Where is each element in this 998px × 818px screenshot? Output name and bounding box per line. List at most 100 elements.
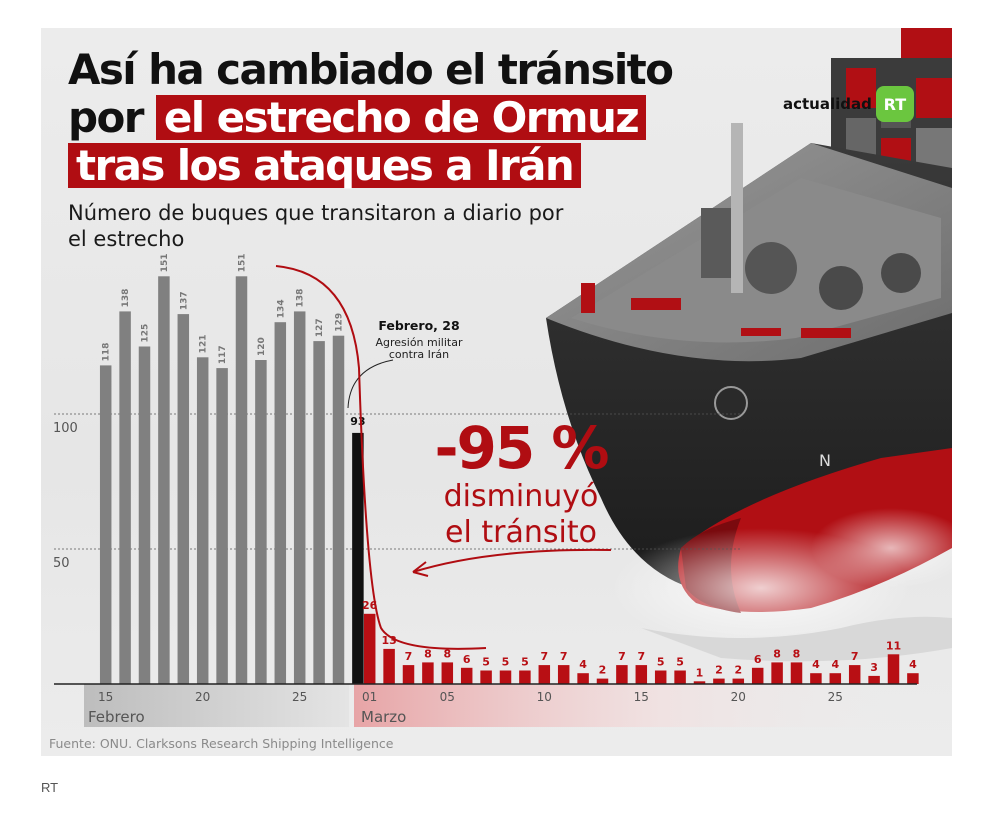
x-tick-label: 15 xyxy=(634,690,649,704)
bar-value-label: 4 xyxy=(831,658,839,671)
x-tick-label: 25 xyxy=(292,690,307,704)
bar-mar xyxy=(596,678,609,684)
bar-value-label: 151 xyxy=(160,254,170,273)
bar-value-label: 121 xyxy=(199,335,209,354)
bar-value-label: 5 xyxy=(676,656,684,669)
bar-feb xyxy=(177,314,190,684)
x-tick-label: 01 xyxy=(362,690,377,704)
source-note: Fuente: ONU. Clarksons Research Shipping… xyxy=(49,736,394,751)
headline-line-1: Así ha cambiado el tránsito xyxy=(68,45,674,94)
bar-value-label: 120 xyxy=(257,337,267,356)
bar-value-label: 1 xyxy=(696,666,704,679)
bar-mar xyxy=(771,662,783,684)
bar-value-label: 5 xyxy=(657,656,665,669)
headline-line-2: por el estrecho de Ormuz xyxy=(68,94,672,142)
bar-mar xyxy=(810,673,822,684)
ship-illustration: N xyxy=(546,28,952,662)
bar-feb xyxy=(235,276,248,684)
y-tick-label: 50 xyxy=(53,556,70,571)
bar-feb xyxy=(138,346,151,684)
logo-text: actualidad xyxy=(783,95,872,113)
headline-line-3: tras los ataques a Irán xyxy=(68,142,672,190)
annotation-line-2: contra Irán xyxy=(389,348,449,361)
bar-mar xyxy=(499,670,512,684)
bar-value-label: 6 xyxy=(463,653,471,666)
bar-value-label: 151 xyxy=(238,254,248,273)
bar-value-label: 138 xyxy=(296,289,306,308)
bar-mar xyxy=(480,670,492,684)
callout-arrow xyxy=(412,548,612,573)
bar-value-label: 11 xyxy=(886,639,901,652)
month-label-feb: Febrero xyxy=(88,708,145,726)
bar-mar xyxy=(829,673,842,684)
bar-mar xyxy=(383,648,395,684)
bar-value-label: 26 xyxy=(362,599,378,612)
bar-mar xyxy=(402,665,415,684)
rt-logo: actualidad RT xyxy=(783,86,914,122)
bar-mar xyxy=(693,681,706,684)
bar-mar xyxy=(557,665,570,684)
bar-feb xyxy=(216,368,228,684)
month-label-mar: Marzo xyxy=(361,708,406,726)
bar-feb-28-highlight xyxy=(352,432,364,684)
bar-mar xyxy=(460,667,473,684)
february-band xyxy=(84,684,349,727)
bar-value-label: 7 xyxy=(851,650,859,663)
bar-value-label: 129 xyxy=(335,313,345,332)
bar-mar xyxy=(538,665,551,684)
bar-mar xyxy=(868,675,880,684)
bar-value-label: 7 xyxy=(560,650,568,663)
bar-mar xyxy=(635,665,648,684)
bar-mar xyxy=(654,670,667,684)
bar-value-label: 137 xyxy=(179,291,189,310)
bar-mar xyxy=(519,670,531,684)
bar-value-label: 8 xyxy=(443,647,451,660)
x-tick-label: 15 xyxy=(98,690,113,704)
bar-value-label: 2 xyxy=(734,664,742,677)
bar-mar xyxy=(616,665,628,684)
x-tick-label: 05 xyxy=(440,690,455,704)
bar-value-label: 5 xyxy=(482,656,490,669)
callout-line-1: disminuyó xyxy=(444,479,599,514)
bar-value-label: 138 xyxy=(121,289,131,308)
headline: Así ha cambiado el tránsito por el estre… xyxy=(68,45,674,190)
bar-feb xyxy=(99,365,112,684)
bar-mar xyxy=(790,662,803,684)
y-tick-label: 100 xyxy=(53,421,78,436)
annotation-line-1: Agresión militar xyxy=(375,336,462,349)
bar-feb xyxy=(274,322,287,684)
bar-value-label: 134 xyxy=(276,299,286,318)
bar-feb xyxy=(255,360,267,684)
bar-value-label: 118 xyxy=(102,343,112,362)
bar-feb xyxy=(196,357,209,684)
bar-value-label: 125 xyxy=(141,324,151,343)
x-tick-label: 20 xyxy=(195,690,210,704)
bar-mar xyxy=(907,673,919,684)
annotation-connector xyxy=(347,359,394,409)
bar-value-label: 8 xyxy=(424,647,432,660)
bar-feb xyxy=(119,311,131,684)
decline-curve-arrow xyxy=(275,265,487,650)
infographic-card: N Así ha cambiado el tránsito por el est… xyxy=(41,28,952,756)
callout-percent: -95 % xyxy=(434,414,608,482)
bar-value-label: 7 xyxy=(405,650,413,663)
bar-mar xyxy=(713,678,725,684)
bar-feb xyxy=(293,311,306,684)
bar-value-label: 3 xyxy=(870,661,878,674)
bar-mar xyxy=(848,665,861,684)
logo-badge: RT xyxy=(875,86,914,122)
bar-value-label: 2 xyxy=(715,664,723,677)
annotation-date: Febrero, 28 xyxy=(378,318,459,333)
bar-value-label: 6 xyxy=(754,653,762,666)
bar-value-label: 13 xyxy=(381,634,396,647)
x-tick-label: 25 xyxy=(828,690,843,704)
callout-line-2: el tránsito xyxy=(445,515,597,550)
bar-value-label: 117 xyxy=(218,345,228,364)
bar-value-label: 93 xyxy=(350,415,365,428)
headline-highlight-1: el estrecho de Ormuz xyxy=(155,95,647,140)
bar-value-label: 7 xyxy=(618,650,626,663)
svg-text:N: N xyxy=(819,451,831,470)
callout-arrowhead xyxy=(412,561,429,577)
bar-mar xyxy=(577,673,589,684)
bar-value-label: 4 xyxy=(909,658,917,671)
